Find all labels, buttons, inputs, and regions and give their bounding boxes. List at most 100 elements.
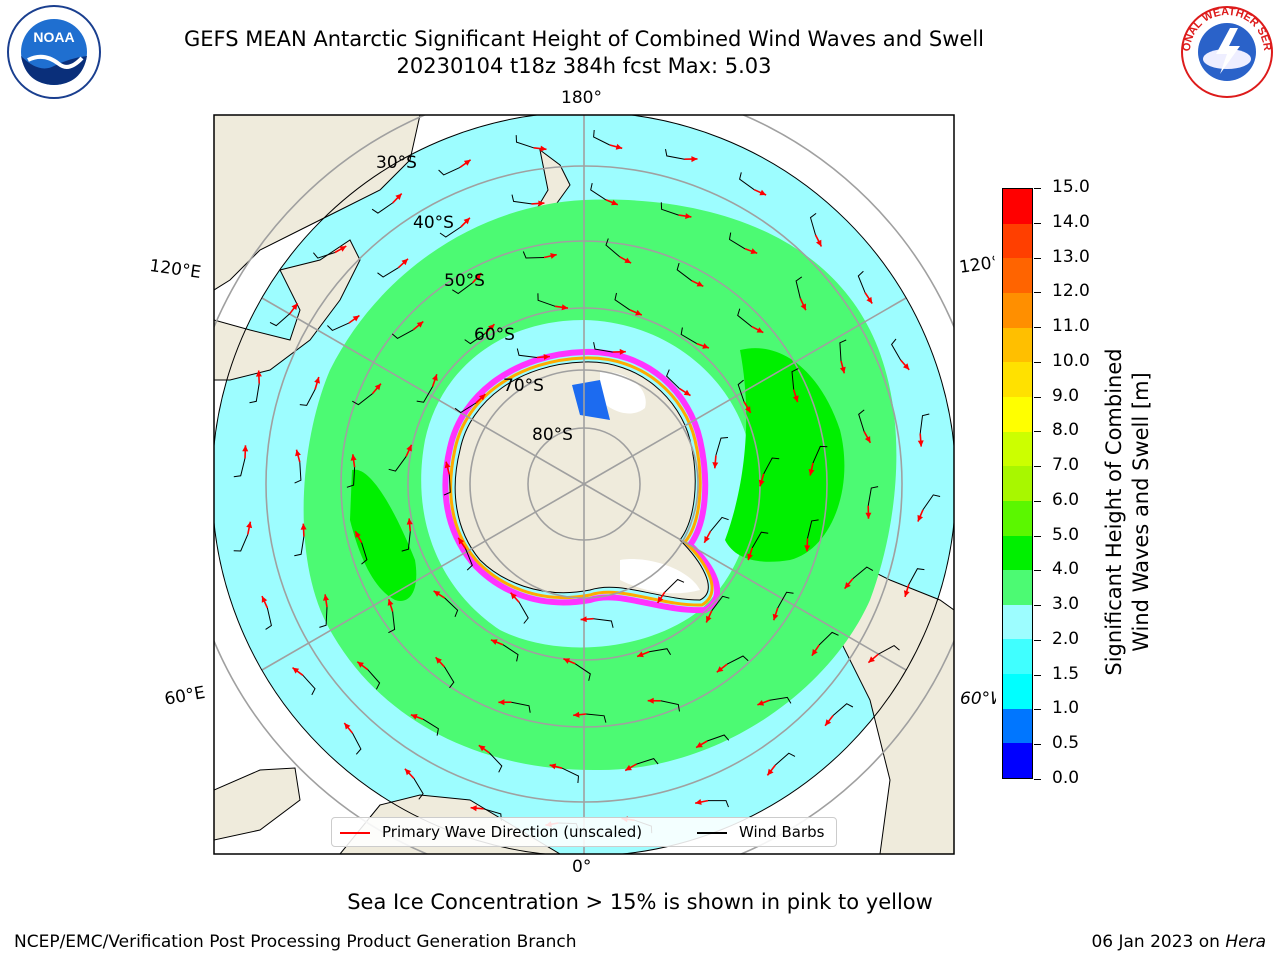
wind-barb [269, 313, 291, 327]
wind-barb [890, 338, 902, 361]
colorbar-segment [1003, 258, 1032, 294]
wave-direction-arrowhead [295, 449, 301, 457]
noaa-logo-text: NOAA [33, 29, 74, 45]
wave-direction-arrowhead [696, 742, 703, 748]
wind-barb [867, 486, 879, 506]
wind-barb [299, 389, 316, 406]
wave-direction-arrowhead [478, 745, 486, 752]
colorbar-title: Significant Height of Combined Wind Wave… [1101, 302, 1155, 722]
wind-barb [605, 238, 621, 258]
wave-direction-arrowhead [903, 590, 910, 597]
wind-barb [839, 339, 847, 361]
madagascar-land [214, 767, 301, 841]
colorbar-tick-label: 15.0 [1052, 177, 1090, 197]
wave-direction-arrowhead [716, 666, 724, 673]
wave-band-4-5m [725, 348, 845, 562]
wave-direction-arrowhead [490, 639, 498, 645]
colorbar-tick-mark [1034, 779, 1041, 780]
wave-direction-arrowhead [488, 324, 495, 331]
wind-barb [454, 402, 477, 414]
wave-direction-arrowhead [561, 304, 568, 311]
wind-barb [371, 202, 393, 214]
colorbar-tick-label: 12.0 [1052, 281, 1090, 301]
wave-direction-arrowhead [685, 213, 692, 219]
wind-barb [352, 393, 373, 406]
colorbar-segment [1003, 639, 1032, 675]
noaa-logo: NOAA [7, 5, 101, 99]
wave-direction-arrowhead [463, 217, 470, 225]
wind-barb [502, 644, 519, 662]
wind-barb [352, 732, 362, 755]
wave-direction-arrowhead [401, 258, 408, 266]
map-frame [213, 114, 955, 855]
wave-direction-arrowhead [314, 377, 320, 384]
wind-barb [401, 531, 411, 552]
wind-barb [751, 531, 769, 549]
legend-barb-swatch [697, 832, 727, 834]
wave-direction-arrowhead [695, 799, 702, 805]
wind-barb [710, 516, 729, 532]
wind-barb [249, 383, 260, 404]
wind-barb [593, 129, 610, 146]
australia-land [214, 115, 421, 291]
colorbar-tick-label: 4.0 [1052, 559, 1080, 579]
wind-barb [586, 713, 607, 723]
wind-barb [516, 348, 537, 358]
colorbar-tick-mark [1034, 431, 1041, 432]
wind-barb [777, 591, 794, 609]
wind-barb [518, 602, 529, 624]
wind-barb [857, 270, 866, 293]
colorbar-tick-mark [1034, 292, 1041, 293]
lat-label-30s: 30°S [376, 153, 417, 173]
wave-direction-arrowhead [637, 651, 644, 658]
lat-label-50s: 50°S [444, 271, 485, 291]
wave-direction-arrowhead [404, 768, 412, 776]
wave-direction-arrowhead [470, 805, 477, 812]
wave-direction-arrowhead [691, 156, 698, 163]
lat-label-80s: 80°S [532, 425, 573, 445]
wave-direction-arrowhead [580, 616, 587, 623]
wave-direction-arrowhead [657, 596, 664, 603]
colorbar-segment [1003, 223, 1032, 259]
colorbar-segment [1003, 500, 1032, 536]
wind-barb [809, 212, 817, 236]
wave-direction-arrowhead [242, 445, 249, 452]
wave-direction-arrowhead [479, 394, 486, 401]
colorbar-tick-label: 8.0 [1052, 420, 1080, 440]
wind-barb [388, 611, 396, 634]
wave-direction-arrowhead [635, 309, 642, 316]
wave-direction-arrowhead [825, 719, 832, 726]
colorbar-segment [1003, 535, 1032, 571]
colorbar-segment [1003, 570, 1032, 605]
forecast-subtitle: 20230104 t18z 384h fcst Max: 5.03 [396, 54, 772, 78]
wave-direction-arrowhead [432, 374, 438, 381]
sea-ice-edge [442, 348, 720, 614]
colorbar-segment [1003, 708, 1032, 744]
wave-direction-arrowhead [387, 599, 394, 606]
wave-direction-arrowhead [615, 143, 623, 150]
wave-direction-arrowhead [573, 711, 580, 718]
wind-barb [391, 329, 414, 340]
wind-barb [676, 262, 692, 282]
colorbar-segment [1003, 293, 1032, 328]
wind-barb [465, 548, 473, 571]
wave-direction-arrowhead [395, 193, 402, 200]
colorbar-tick-mark [1034, 466, 1041, 467]
colorbar-segment [1003, 396, 1032, 432]
wind-barb [561, 767, 580, 784]
colorbar-segment [1003, 674, 1032, 709]
wind-barb [452, 282, 473, 295]
wave-direction-arrowhead [865, 512, 872, 519]
wind-barb [878, 644, 900, 655]
wave-direction-arrowhead [352, 315, 360, 322]
wind-barb [922, 494, 941, 510]
wind-barb [726, 655, 749, 665]
wave-direction-arrowhead [868, 656, 875, 663]
wave-direction-arrowhead [540, 145, 547, 152]
wave-direction-arrowhead [292, 667, 300, 674]
wind-barb [575, 663, 591, 681]
wave-direction-arrowhead [706, 615, 712, 623]
wave-direction-arrowhead [563, 658, 570, 664]
colorbar-tick-mark [1034, 536, 1041, 537]
wave-direction-arrowhead [538, 200, 545, 207]
